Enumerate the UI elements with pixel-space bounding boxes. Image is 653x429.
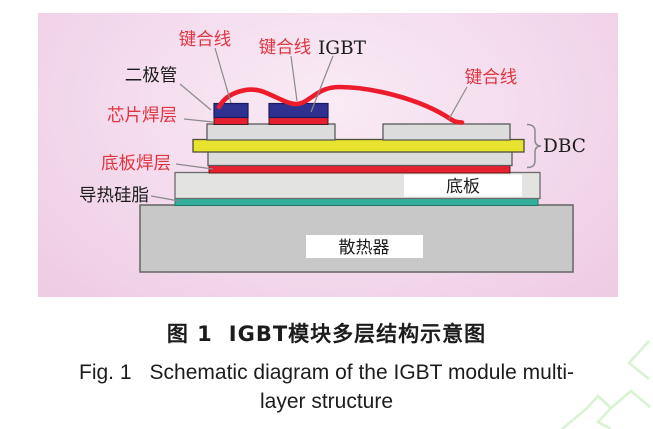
dbc-brace — [526, 123, 542, 169]
diode-chip — [213, 102, 249, 119]
bond-wire-label-3: 键合线 — [465, 68, 518, 88]
leader-baseplate-solder — [175, 163, 214, 170]
leader-lines — [150, 47, 468, 202]
leader-chip-solder — [183, 118, 214, 123]
leader-bond-wire-1 — [214, 47, 232, 104]
thermal-grease-label: 导热硅脂 — [79, 186, 149, 206]
caption-en-fig: Fig. 1 — [79, 361, 132, 384]
caption-en-line2: layer structure — [259, 390, 394, 413]
caption-en-line1: Fig. 1 Schematic diagram of the IGBT modu… — [0, 361, 653, 385]
leader-thermal-grease — [150, 195, 180, 202]
diode-label: 二极管 — [125, 66, 178, 86]
igbt-chip-solder — [268, 117, 329, 125]
diode-chip-solder — [213, 117, 249, 125]
watermark-pattern — [561, 340, 651, 429]
figure-caption: 图 1 IGBT模块多层结构示意图 Fig. 1 Schematic diagram… — [0, 318, 653, 414]
leader-igbt — [310, 55, 334, 113]
baseplate-label: 底板 — [446, 177, 480, 197]
igbt-module-diagram: 键合线 键合线 IGBT 二极管 芯片焊层 底板焊层 导热硅脂 键合线 DBC … — [79, 30, 586, 273]
caption-en-text: Schematic diagram of the IGBT module mul… — [149, 361, 574, 384]
baseplate-solder-label: 底板焊层 — [101, 154, 171, 174]
heatsink-label: 散热器 — [339, 238, 390, 258]
dbc-ceramic-layer — [192, 138, 525, 153]
baseplate-label-box — [404, 174, 522, 197]
caption-zh-fig: 图 1 — [166, 322, 213, 346]
bond-wire-label-2: 键合线 — [259, 38, 312, 58]
dbc-bottom-copper-layer — [207, 150, 513, 167]
leader-diode — [179, 83, 212, 111]
leader-bond-wire-2 — [290, 55, 298, 102]
caption-zh-title: IGBT模块多层结构示意图 — [228, 322, 487, 346]
igbt-label: IGBT — [318, 38, 367, 59]
heatsink-label-box — [306, 235, 423, 258]
caption-zh: 图 1 IGBT模块多层结构示意图 — [0, 318, 653, 348]
watermark-zigzag — [561, 389, 651, 429]
dbc-top-copper-left-pad — [206, 123, 336, 141]
watermark-chevron-2 — [595, 407, 612, 429]
leader-bond-wire-3 — [448, 86, 468, 120]
chip-solder-label: 芯片焊层 — [107, 106, 177, 126]
bond-wire — [216, 84, 465, 125]
dbc-label: DBC — [543, 136, 586, 157]
figure-panel: 键合线 键合线 IGBT 二极管 芯片焊层 底板焊层 导热硅脂 键合线 DBC … — [38, 13, 618, 297]
dbc-top-copper-right-pad — [382, 123, 511, 141]
bond-wire-label-1: 键合线 — [179, 30, 232, 50]
watermark-chevron-1 — [627, 340, 650, 381]
baseplate-solder-layer — [208, 165, 511, 174]
